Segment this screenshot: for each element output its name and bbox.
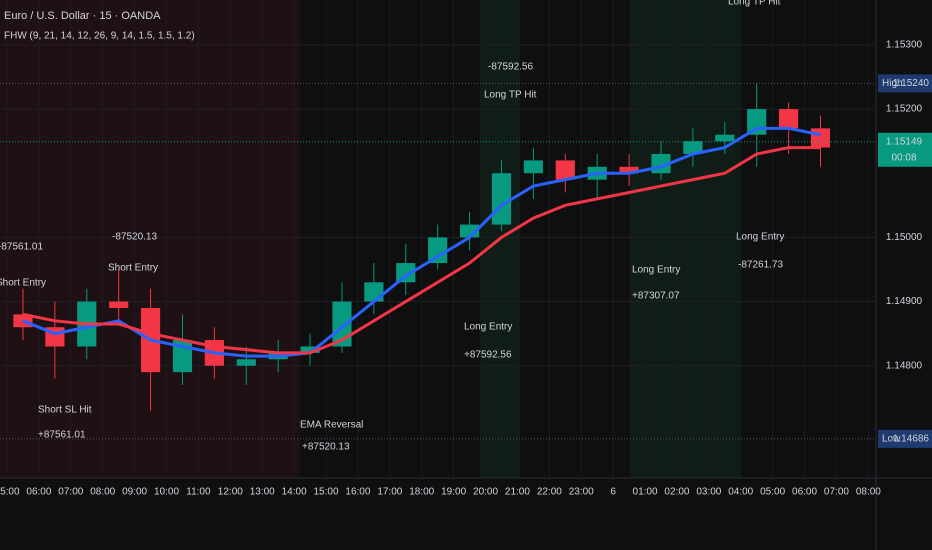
- x-tick-label: 18:00: [409, 487, 434, 498]
- x-tick-label: 03:00: [696, 487, 721, 498]
- candle-body: [619, 166, 639, 174]
- x-tick-label: 09:00: [122, 487, 147, 498]
- price-tag-name: Low: [882, 434, 901, 445]
- annotation: -87520.13: [112, 232, 157, 243]
- chart-title: Euro / U.S. Dollar · 15 · OANDA: [4, 10, 161, 22]
- ema-line: [22, 126, 821, 358]
- price-tag: [878, 74, 932, 93]
- x-tick-label: 23:00: [569, 487, 594, 498]
- annotation: Short Entry: [0, 278, 46, 289]
- x-tick-label: 19:00: [441, 487, 466, 498]
- y-tick-label: 1.14900: [886, 296, 923, 307]
- session-shade: [630, 0, 740, 478]
- x-tick-label: 01:00: [633, 487, 658, 498]
- x-tick-label: 07:00: [58, 487, 83, 498]
- x-tick-label: 08:00: [90, 487, 115, 498]
- x-tick-label: 05:00: [760, 487, 785, 498]
- x-tick-label: 6: [610, 487, 616, 498]
- x-tick-label: 10:00: [154, 487, 179, 498]
- x-tick-label: 12:00: [218, 487, 243, 498]
- candle-body: [300, 346, 320, 353]
- x-tick-label: 08:00: [856, 487, 881, 498]
- candle-body: [779, 109, 799, 129]
- x-tick-label: 13:00: [250, 487, 275, 498]
- annotation: -87561.01: [0, 242, 43, 253]
- price-tag-value: 1.15240: [893, 78, 930, 89]
- y-tick-label: 1.14800: [886, 360, 923, 371]
- x-tick-label: 06:00: [26, 487, 51, 498]
- price-tag-value: 1.14686: [893, 434, 930, 445]
- y-tick-label: 1.15000: [886, 232, 923, 243]
- countdown: 00:08: [891, 152, 916, 163]
- x-tick-label: 21:00: [505, 487, 530, 498]
- candle-body: [364, 282, 384, 302]
- current-price-value: 1.15149: [886, 136, 923, 147]
- candle-body: [715, 134, 735, 142]
- annotation: +87561.01: [38, 430, 86, 441]
- y-tick-label: 1.15300: [886, 40, 923, 51]
- x-tick-label: 05:00: [0, 487, 20, 498]
- price-tag-name: High: [882, 78, 903, 89]
- price-tag: [878, 429, 932, 448]
- candle-body: [428, 237, 448, 264]
- x-tick-label: 16:00: [345, 487, 370, 498]
- annotation: +87520.13: [302, 442, 350, 453]
- candle-body: [396, 263, 416, 283]
- x-tick-label: 15:00: [314, 487, 339, 498]
- annotation: -87261.73: [738, 260, 783, 271]
- annotation: Long Entry: [736, 232, 784, 243]
- x-tick-label: 02:00: [664, 487, 689, 498]
- annotation: Long TP Hit: [728, 0, 781, 8]
- annotation: Long Entry: [464, 322, 512, 333]
- plot: [0, 0, 876, 478]
- x-tick-label: 22:00: [537, 487, 562, 498]
- x-tick-label: 17:00: [377, 487, 402, 498]
- annotation: Long Entry: [632, 265, 680, 276]
- annotation: -87592.56: [488, 62, 533, 73]
- session-shade: [0, 0, 300, 478]
- annotation: +87307.07: [632, 291, 680, 302]
- x-tick-label: 11:00: [186, 487, 211, 498]
- candle-body: [491, 173, 512, 225]
- y-tick-label: 1.15200: [886, 104, 923, 115]
- annotation: +87592.56: [464, 350, 512, 361]
- candle-body: [109, 301, 129, 308]
- candle-body: [332, 301, 352, 347]
- x-tick-label: 20:00: [473, 487, 498, 498]
- candle-body: [810, 128, 831, 148]
- candle-body: [555, 160, 575, 180]
- x-tick-label: 06:00: [792, 487, 817, 498]
- x-tick-label: 14:00: [282, 487, 307, 498]
- ema-line: [22, 146, 821, 355]
- x-tick-label: 04:00: [728, 487, 753, 498]
- annotation: EMA Reversal: [300, 420, 363, 431]
- annotation: Short SL Hit: [38, 405, 92, 416]
- candle-body: [683, 141, 703, 154]
- current-price-tag: [878, 132, 932, 167]
- x-tick-label: 07:00: [824, 487, 849, 498]
- candle-body: [523, 160, 543, 174]
- indicator-label: FHW (9, 21, 14, 12, 26, 9, 14, 1.5, 1.5,…: [4, 31, 195, 42]
- annotation: Long TP Hit: [484, 90, 537, 101]
- annotation: Short Entry: [108, 263, 158, 274]
- candle-body: [236, 359, 256, 366]
